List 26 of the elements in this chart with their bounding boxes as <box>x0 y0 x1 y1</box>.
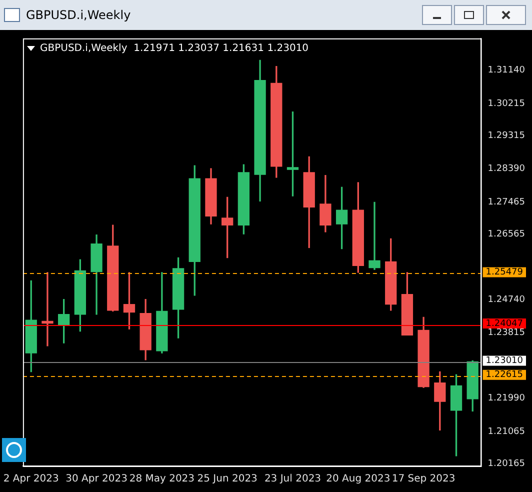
x-tick-label: 28 May 2023 <box>129 474 195 485</box>
x-tick-label: 30 Apr 2023 <box>66 474 128 485</box>
x-tick-label: 20 Aug 2023 <box>326 474 390 485</box>
x-tick-label: 2 Apr 2023 <box>3 474 59 485</box>
x-tick-label: 25 Jun 2023 <box>197 474 258 485</box>
y-tick-label: 1.21065 <box>488 426 525 437</box>
ref-line-label: 1.22615 <box>486 370 523 380</box>
ref-line-label: 1.25479 <box>486 268 524 278</box>
y-tick-label: 1.31140 <box>488 66 526 76</box>
candlestick <box>42 272 54 346</box>
x-tick-label: 17 Sep 2023 <box>392 474 456 485</box>
chart-title: GBPUSD.i,Weekly <box>26 8 131 22</box>
text: GBPUSD.i,Weekly 1.21971 1.23037 1.21631 1.23010 <box>40 43 309 54</box>
candlestick <box>368 202 380 270</box>
ref-line-label: 1.23010 <box>486 356 524 366</box>
y-tick-label: 1.20165 <box>488 459 525 470</box>
x-tick-label: 23 Jul 2023 <box>264 474 322 485</box>
y-tick-label: 1.28390 <box>488 164 526 174</box>
y-tick-label: 1.29315 <box>488 131 525 142</box>
y-tick-label: 1.26565 <box>488 230 525 240</box>
y-tick-label: 1.24740 <box>488 295 526 306</box>
y-tick-label: 1.30215 <box>488 98 525 109</box>
y-tick-label: 1.21990 <box>488 394 526 404</box>
y-tick-label: 1.23815 <box>488 328 525 338</box>
ref-line-label: 1.24047 <box>486 318 523 329</box>
y-tick-label: 1.27465 <box>488 197 525 208</box>
